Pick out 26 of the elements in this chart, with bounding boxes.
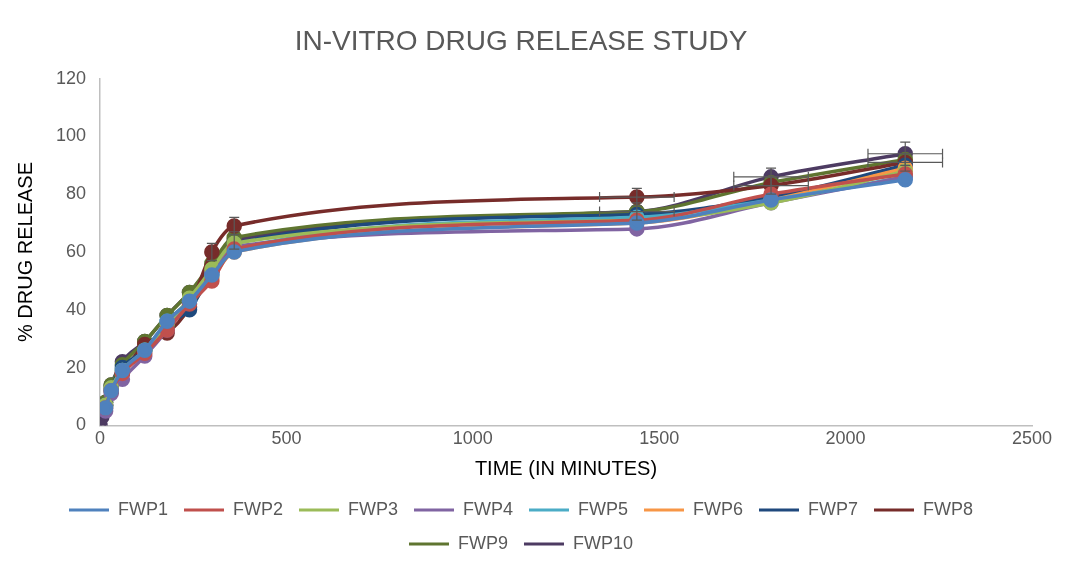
y-tick-label: 60 [66,240,87,261]
legend-label: FWP6 [693,498,744,519]
x-tick-label: 500 [271,428,302,449]
y-tick-label: 20 [66,356,87,377]
x-tick-label: 1500 [639,428,680,449]
legend-label: FWP3 [348,498,399,519]
legend-label: FWP4 [463,498,514,519]
legend-label: FWP8 [923,498,974,519]
legend-label: FWP5 [578,498,629,519]
x-tick-label: 2500 [1011,428,1053,449]
chart-title: IN-VITRO DRUG RELEASE STUDY [294,24,748,56]
y-tick-label: 40 [66,298,87,319]
x-axis-title: TIME (IN MINUTES) [474,456,658,479]
legend-label: FWP7 [808,498,859,519]
y-axis-title: % DRUG RELEASE [13,161,36,343]
x-tick-label: 1000 [452,428,493,449]
legend-label: FWP2 [233,498,284,519]
x-tick-label: 0 [95,428,106,449]
y-tick-label: 100 [55,125,87,146]
y-tick-label: 0 [76,414,87,435]
legend-label: FWP9 [457,532,509,553]
y-tick-label: 80 [66,183,87,204]
legend-label: FWP1 [118,498,169,519]
x-tick-label: 2000 [825,428,866,449]
y-tick-label: 120 [55,67,87,88]
legend-label: FWP10 [572,532,634,553]
